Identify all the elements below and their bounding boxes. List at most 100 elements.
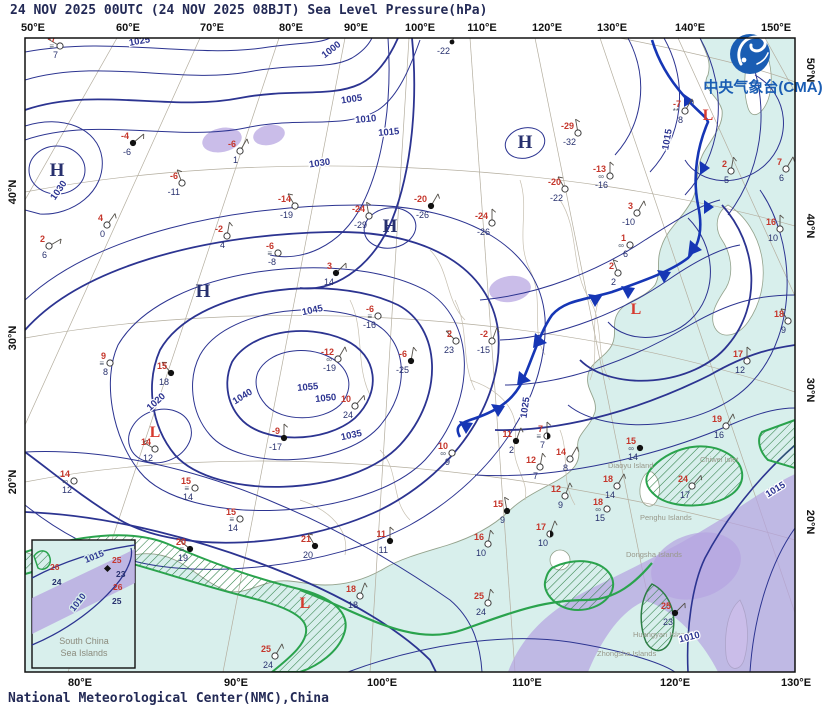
wind-barb-feather (307, 533, 313, 536)
cold-front (456, 39, 714, 438)
station-plot: 15 9 (493, 496, 511, 525)
wind-barb-feather (246, 138, 249, 144)
inset-temp: 26 (113, 582, 123, 592)
station-circle (776, 225, 784, 233)
station-temp: -7 (48, 34, 56, 44)
lon-label-top: 150°E (761, 22, 791, 34)
station-temp: 12 (551, 484, 561, 494)
station-circle (566, 455, 574, 463)
station-dewpoint: 14 (324, 277, 334, 287)
wind-barb-feather (520, 427, 524, 433)
station-temp: 16 (474, 532, 484, 542)
station-plot: -14 -19 (278, 193, 299, 220)
station-temp: 24 (678, 474, 688, 484)
station-dewpoint: 2 (509, 445, 514, 455)
station-circle (484, 540, 492, 548)
station-dewpoint: 12 (735, 365, 745, 375)
isobar-value-label: 1055 (297, 381, 320, 394)
station-temp: 4 (98, 213, 103, 223)
isobars (25, 38, 795, 672)
precip-regions (202, 124, 795, 672)
station-circle (614, 269, 622, 277)
station-plot: -24 -26 (475, 208, 497, 237)
station-plot: 14 8 (556, 446, 579, 473)
lon-label-bottom: 120°E (660, 677, 690, 689)
wind-barb-feather (177, 169, 183, 173)
lon-label-top: 130°E (597, 22, 627, 34)
wind-barb-feather (287, 193, 293, 196)
station-dewpoint: 9 (445, 457, 450, 467)
station-plot: ∞10 9 (438, 441, 456, 467)
station-circle (722, 422, 730, 430)
station-dewpoint: -22 (550, 193, 563, 203)
station-temp: -7 (673, 99, 681, 109)
station-dot (512, 437, 520, 445)
station-circle (365, 212, 373, 220)
station-plot: 22 (609, 259, 622, 287)
station-plot: ∞-12 -19 (321, 346, 347, 373)
station-dot (407, 357, 415, 365)
lon-label-bottom: 90°E (224, 677, 248, 689)
station-temp: -6 (228, 139, 236, 149)
station-dewpoint: 24 (263, 660, 273, 670)
station-plot: 26 (40, 234, 62, 260)
station-dot (167, 369, 175, 377)
station-circle (603, 505, 611, 513)
station-temp: 9 (101, 351, 106, 361)
station-dewpoint: 20 (303, 550, 313, 560)
station-dewpoint: 2 (611, 277, 616, 287)
station-dewpoint: -16 (363, 320, 376, 330)
inset-temp: 25 (112, 555, 122, 565)
station-dewpoint: -19 (323, 363, 336, 373)
station-circle (452, 337, 460, 345)
station-temp: 10 (341, 394, 351, 404)
place-label: Penghu Islands (640, 513, 692, 522)
station-temp: 1 (621, 233, 626, 243)
wx-symbol: ∞ (628, 444, 634, 453)
lon-label-top: 100°E (405, 22, 435, 34)
station-circle (488, 219, 496, 227)
wind-barb-feather (179, 538, 185, 541)
lat-label-left: 20°N (7, 470, 19, 495)
station-plot: -2 4 (215, 221, 233, 250)
map-title: 24 NOV 2025 00UTC (24 NOV 2025 08BJT) Se… (10, 3, 488, 18)
station-plot: 12 9 (551, 482, 573, 510)
station-temp: 15 (493, 499, 503, 509)
station-dewpoint: 14 (228, 523, 238, 533)
station-circle (191, 484, 199, 492)
wind-barb-feather (229, 221, 233, 227)
station-temp: -20 (548, 177, 561, 187)
station-dewpoint: -19 (280, 210, 293, 220)
gale-boundary-line (299, 562, 653, 636)
station-plot: ∞-13 -16 (593, 161, 615, 190)
inset-title-line2: Sea Islands (60, 648, 108, 658)
station-temp: 25 (474, 591, 484, 601)
station-temp: 12 (526, 455, 536, 465)
place-label: Huangyan Island (633, 630, 689, 639)
isobar-value-label: 1010 (355, 113, 377, 126)
station-dewpoint: 8 (103, 367, 108, 377)
station-plot: 21 20 (301, 533, 319, 560)
low-center-symbol: L (300, 595, 311, 612)
station-dewpoint: 23 (444, 345, 454, 355)
place-label: Chiwei Islet (700, 455, 739, 464)
station-plot: ≡-6 -16 (363, 304, 382, 330)
lon-label-top: 120°E (532, 22, 562, 34)
station-plot: 76 (777, 156, 795, 183)
station-dot (332, 269, 340, 277)
cma-branding: 中央气象台(CMA) (703, 34, 823, 96)
station-temp: 15 (226, 507, 236, 517)
high-center-symbol: H (383, 216, 398, 237)
station-dewpoint: 10 (768, 233, 778, 243)
station-plot: ≡-6 -8 (266, 241, 282, 267)
isobar-value-label: 1015 (660, 128, 675, 151)
station-circle (743, 357, 751, 365)
station-plot: 11 2 (502, 427, 524, 455)
station-dewpoint: 9 (500, 515, 505, 525)
attribution: National Meteorological Center(NMC),Chin… (8, 691, 329, 706)
